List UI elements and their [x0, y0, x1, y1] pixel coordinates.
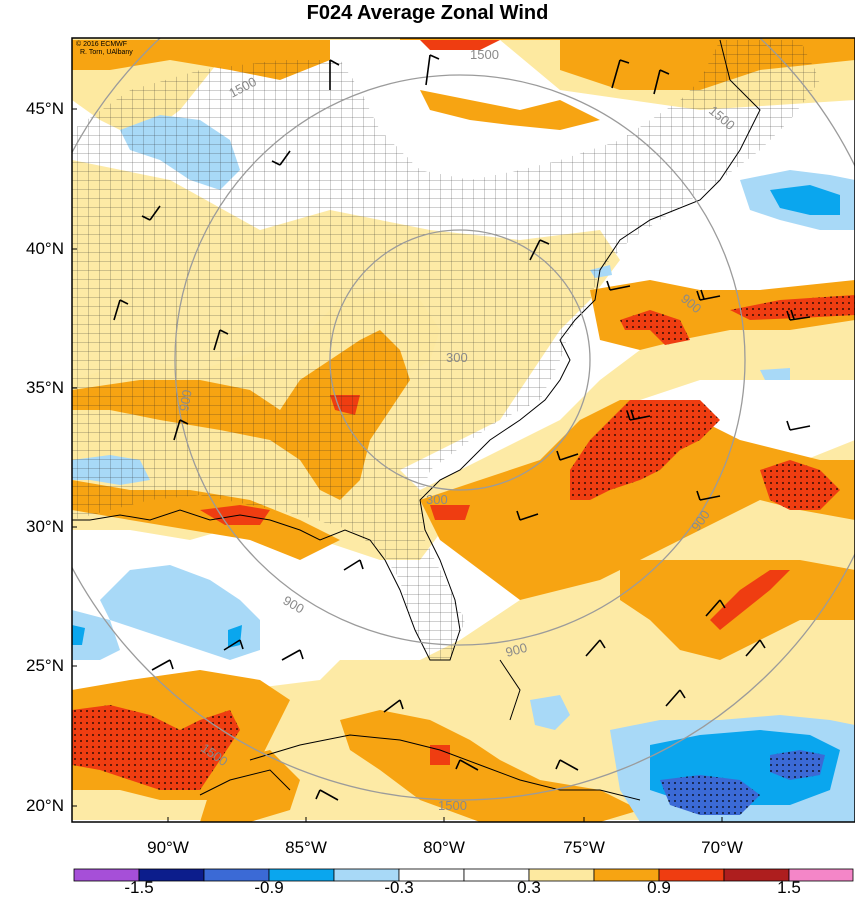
colorbar-label: 0.9: [647, 878, 671, 897]
county-boundaries: [72, 40, 820, 660]
credit-line: R. Torn, UAlbany: [80, 49, 133, 56]
lon-label: 90°W: [147, 838, 189, 857]
contour-label: 300: [426, 492, 448, 507]
contour-300: [329, 229, 591, 491]
lat-label: 20°N: [26, 796, 64, 815]
credit-block: © 2016 ECMWF R. Torn, UAlbany: [76, 41, 133, 57]
lon-label: 75°W: [563, 838, 605, 857]
contour-label: 1500: [470, 47, 499, 62]
credit-line: © 2016 ECMWF: [76, 41, 128, 48]
lon-label: 85°W: [285, 838, 327, 857]
lon-label: 80°W: [423, 838, 465, 857]
lat-label: 45°N: [26, 99, 64, 118]
colorbar: [73, 868, 854, 882]
colorbar-label: 0.3: [517, 878, 541, 897]
lat-label: 35°N: [26, 378, 64, 397]
lat-label: 40°N: [26, 239, 64, 258]
contour-label: 900: [504, 640, 529, 660]
colorbar-label: -0.9: [254, 878, 284, 897]
contour-label: 900: [176, 389, 195, 413]
lat-label: 30°N: [26, 517, 64, 536]
colorbar-label: -1.5: [124, 878, 154, 897]
contour-label: 300: [446, 350, 468, 365]
contour-lines: [72, 38, 855, 801]
coastlines: [72, 39, 761, 801]
contour-label: 1500: [438, 798, 467, 813]
wind-barbs: [113, 54, 811, 801]
navy-stipple: [660, 750, 825, 815]
lat-label: 25°N: [26, 656, 64, 675]
contour-1500: [72, 38, 855, 801]
axis-ticks: [72, 108, 723, 822]
colorbar-label: 1.5: [777, 878, 801, 897]
significance-stipple: [72, 295, 855, 790]
lon-label: 70°W: [701, 838, 743, 857]
map-panel: [72, 38, 855, 822]
colorbar-label: -0.3: [384, 878, 414, 897]
map-frame: [71, 37, 855, 823]
page-title: F024 Average Zonal Wind: [306, 2, 549, 24]
colorbar-box: [788, 868, 854, 882]
contour-900: [174, 74, 746, 646]
